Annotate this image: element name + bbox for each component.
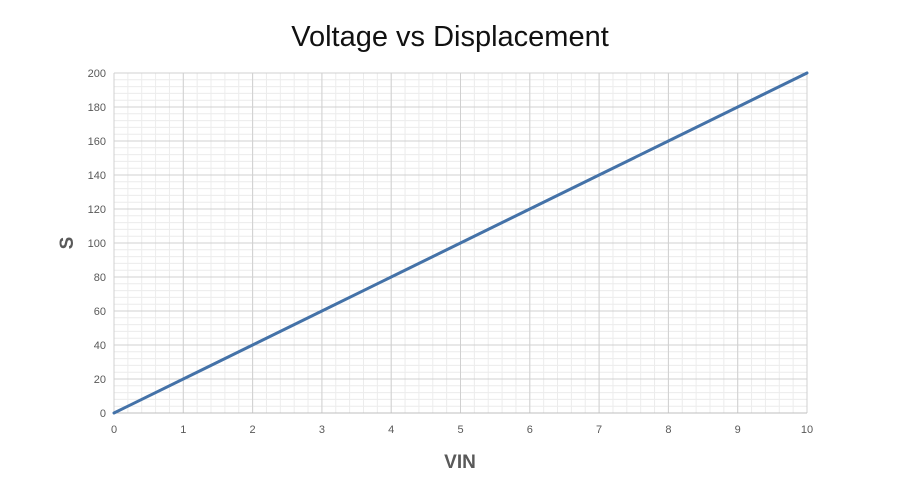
x-tick-label: 10 <box>801 424 813 436</box>
chart-title: Voltage vs Displacement <box>291 21 609 53</box>
x-tick-label: 9 <box>735 424 741 436</box>
y-tick-label: 20 <box>94 374 106 386</box>
x-tick-label: 6 <box>527 424 533 436</box>
y-tick-label: 160 <box>88 136 106 148</box>
y-axis-label: S <box>57 237 78 250</box>
x-tick-label: 4 <box>388 424 394 436</box>
x-tick-label: 1 <box>180 424 186 436</box>
x-axis-label: VIN <box>444 452 476 473</box>
y-axis-ticks: 0 20 40 60 80 100 120 140 160 180 200 <box>88 68 106 420</box>
x-tick-label: 3 <box>319 424 325 436</box>
x-tick-label: 7 <box>596 424 602 436</box>
y-tick-label: 40 <box>94 340 106 352</box>
y-tick-label: 60 <box>94 306 106 318</box>
x-tick-label: 8 <box>665 424 671 436</box>
x-axis-ticks: 0 1 2 3 4 5 6 7 8 9 10 <box>111 424 813 436</box>
series-line <box>112 71 809 415</box>
y-tick-label: 200 <box>88 68 106 80</box>
x-tick-label: 2 <box>250 424 256 436</box>
x-tick-label: 5 <box>457 424 463 436</box>
major-grid <box>113 72 808 414</box>
y-tick-label: 80 <box>94 272 106 284</box>
series-group <box>112 71 809 415</box>
y-tick-label: 140 <box>88 170 106 182</box>
y-tick-label: 0 <box>100 408 106 420</box>
y-tick-label: 120 <box>88 204 106 216</box>
y-tick-label: 100 <box>88 238 106 250</box>
x-tick-label: 0 <box>111 424 117 436</box>
y-tick-label: 180 <box>88 102 106 114</box>
